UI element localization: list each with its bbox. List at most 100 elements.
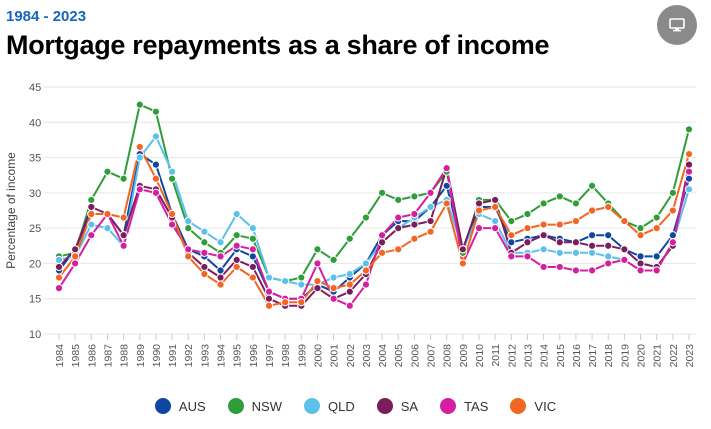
legend-swatch — [440, 398, 457, 414]
y-tick-label: 30 — [29, 188, 41, 200]
data-point-vic — [684, 149, 694, 159]
x-tick-label: 2004 — [377, 344, 389, 368]
data-point-tas — [587, 266, 597, 275]
data-point-qld — [604, 252, 613, 261]
data-point-nsw — [297, 273, 306, 282]
legend-item-vic[interactable]: VIC — [510, 398, 556, 414]
data-point-tas — [71, 259, 80, 268]
x-tick-label: 1987 — [102, 344, 114, 368]
data-point-vic — [442, 199, 451, 208]
data-point-vic — [410, 234, 419, 243]
chart-title: Mortgage repayments as a share of income — [6, 30, 550, 60]
data-point-sa — [523, 238, 532, 247]
chart-subtitle: 1984 - 2023 — [6, 8, 87, 25]
data-point-sa — [684, 160, 694, 169]
x-tick-label: 1990 — [151, 344, 163, 368]
x-tick-label: 2008 — [442, 344, 454, 368]
data-point-sa — [87, 202, 96, 212]
data-point-sa — [426, 216, 435, 226]
data-point-vic — [71, 252, 80, 261]
data-point-aus — [636, 252, 645, 261]
x-tick-label: 1988 — [119, 344, 131, 368]
data-point-nsw — [361, 213, 371, 222]
data-point-vic — [539, 220, 548, 229]
data-point-tas — [571, 266, 581, 275]
x-tick-label: 2013 — [522, 344, 534, 368]
x-tick-label: 2000 — [312, 344, 324, 368]
data-point-qld — [232, 209, 241, 219]
y-tick-label: 20 — [29, 258, 41, 270]
legend-swatch — [376, 398, 393, 414]
data-point-sa — [313, 284, 322, 293]
data-point-sa — [410, 220, 419, 229]
data-point-vic — [184, 252, 193, 261]
data-point-nsw — [523, 209, 532, 219]
x-tick-label: 1995 — [232, 344, 244, 368]
series-line-nsw — [58, 103, 690, 283]
data-point-qld — [587, 248, 597, 257]
data-point-vic — [361, 266, 371, 275]
data-point-qld — [184, 216, 193, 226]
series-line-vic — [58, 146, 690, 307]
data-point-sa — [571, 238, 581, 247]
legend-item-tas[interactable]: TAS — [440, 398, 488, 414]
data-point-vic — [555, 220, 564, 229]
data-point-vic — [87, 209, 96, 219]
data-point-sa — [474, 199, 484, 208]
data-point-qld — [135, 153, 144, 162]
data-point-sa — [587, 241, 597, 250]
data-point-tas — [135, 185, 144, 194]
data-point-qld — [555, 248, 564, 257]
data-point-qld — [103, 224, 112, 233]
data-point-qld — [87, 220, 96, 229]
data-point-sa — [636, 259, 645, 268]
legend-item-nsw[interactable]: NSW — [227, 398, 282, 414]
data-point-tas — [636, 266, 645, 275]
data-point-tas — [264, 287, 274, 296]
data-point-nsw — [684, 125, 694, 134]
data-point-sa — [555, 238, 564, 247]
data-point-nsw — [248, 234, 257, 243]
data-point-aus — [684, 174, 694, 183]
data-point-qld — [491, 216, 500, 226]
x-tick-label: 2009 — [458, 344, 470, 368]
data-point-sa — [539, 231, 548, 240]
data-point-aus — [216, 266, 225, 275]
legend-swatch — [227, 398, 244, 414]
data-point-aus — [248, 252, 257, 261]
legend-item-aus[interactable]: AUS — [154, 398, 206, 414]
data-point-nsw — [184, 224, 193, 233]
y-tick-label: 25 — [29, 223, 41, 235]
data-point-tas — [377, 231, 387, 240]
data-point-tas — [345, 301, 354, 310]
data-point-vic — [652, 224, 661, 233]
data-point-qld — [345, 269, 354, 279]
monitor-icon — [669, 18, 685, 32]
data-point-vic — [135, 142, 144, 152]
fullscreen-button[interactable] — [657, 5, 697, 45]
data-point-nsw — [232, 231, 241, 240]
data-point-tas — [87, 231, 96, 240]
x-tick-label: 2018 — [603, 344, 615, 368]
data-point-nsw — [377, 188, 387, 197]
x-tick-label: 2016 — [571, 344, 583, 368]
x-tick-label: 1998 — [280, 344, 292, 368]
data-point-aus — [668, 231, 677, 240]
x-tick-label: 1992 — [183, 344, 195, 368]
data-point-nsw — [636, 224, 645, 233]
data-point-nsw — [555, 192, 564, 201]
legend-item-qld[interactable]: QLD — [304, 398, 355, 414]
y-tick-label: 10 — [29, 329, 41, 341]
data-point-sa — [200, 262, 209, 272]
data-point-sa — [377, 238, 387, 247]
data-point-nsw — [507, 216, 516, 226]
data-point-tas — [232, 241, 241, 250]
data-point-vic — [636, 231, 645, 240]
legend-item-sa[interactable]: SA — [376, 398, 418, 414]
data-point-sa — [264, 294, 274, 303]
legend-label: TAS — [464, 398, 489, 414]
x-tick-label: 2012 — [506, 344, 518, 368]
data-point-vic — [604, 202, 613, 212]
x-tick-label: 2022 — [668, 344, 680, 368]
